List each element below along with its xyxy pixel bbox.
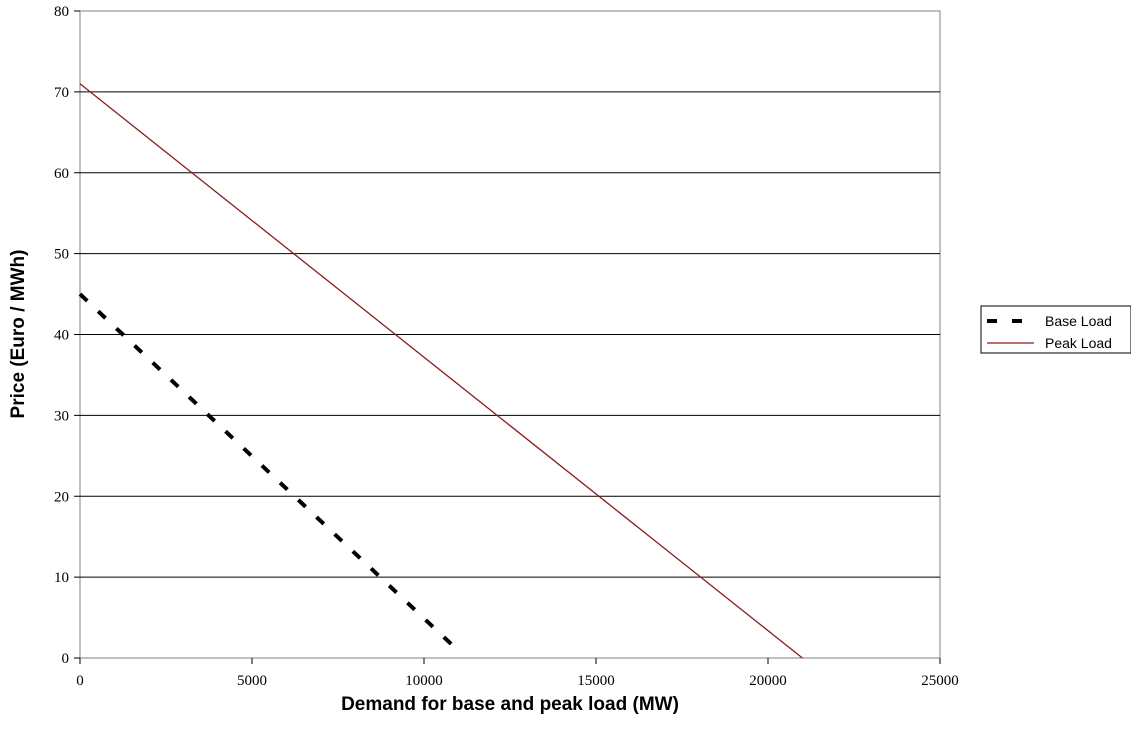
- legend-label-peak-load: Peak Load: [1045, 335, 1112, 351]
- gridlines: [80, 91, 940, 578]
- legend-box: [980, 305, 1131, 354]
- legend: Base Load Peak Load: [980, 305, 1131, 354]
- y-axis-ticks: 0 10 20 30 40 50 60 70 80: [54, 4, 80, 667]
- x-axis-title: Demand for base and peak load (MW): [341, 694, 679, 715]
- y-tick-label-4: 40: [54, 328, 69, 344]
- y-tick-label-6: 60: [54, 166, 69, 182]
- y-tick-label-0: 0: [62, 651, 70, 667]
- series-line-base-load: [78, 292, 455, 648]
- x-tick-label-1: 5000: [237, 673, 267, 689]
- y-tick-label-5: 50: [54, 247, 69, 263]
- y-tick-label-1: 10: [54, 570, 69, 586]
- x-tick-label-3: 15000: [577, 673, 615, 689]
- legend-label-base-load: Base Load: [1045, 313, 1112, 329]
- series-line-peak-load: [79, 83, 803, 659]
- x-tick-label-5: 25000: [921, 673, 959, 689]
- series-layer: [78, 83, 803, 659]
- y-axis-title: Price (Euro / MWh): [8, 250, 29, 419]
- y-tick-label-8: 80: [54, 4, 69, 20]
- y-tick-label-2: 20: [54, 489, 69, 505]
- x-tick-label-4: 20000: [749, 673, 787, 689]
- y-tick-label-3: 30: [54, 408, 69, 424]
- x-axis-ticks: 0 5000 10000 15000 20000 25000: [76, 658, 959, 689]
- x-tick-label-0: 0: [76, 673, 84, 689]
- y-tick-label-7: 70: [54, 85, 69, 101]
- x-tick-label-2: 10000: [405, 673, 443, 689]
